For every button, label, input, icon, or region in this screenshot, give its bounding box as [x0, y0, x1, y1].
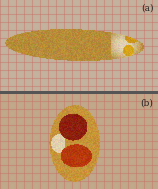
Text: (b): (b) [140, 99, 153, 108]
Text: (a): (a) [141, 4, 153, 13]
